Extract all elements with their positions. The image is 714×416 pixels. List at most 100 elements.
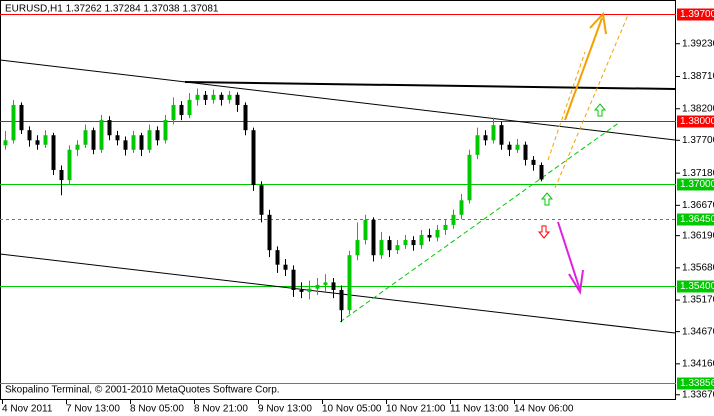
candle-body xyxy=(323,282,328,285)
candle-body xyxy=(147,130,152,150)
candle-body xyxy=(67,149,72,181)
candle-body xyxy=(83,130,88,145)
level-label: 1.36450 xyxy=(680,214,714,225)
trend-line xyxy=(0,59,676,141)
candle-body xyxy=(195,94,200,100)
candle-body xyxy=(179,104,184,116)
candle-body xyxy=(203,94,208,100)
y-tick-label: 1.38710 xyxy=(682,71,714,82)
candle-body xyxy=(387,240,392,251)
candle-body xyxy=(75,144,80,150)
x-tick-label: 7 Nov 13:00 xyxy=(66,404,120,415)
y-tick-label: 1.38200 xyxy=(682,103,714,114)
forecast-arrow xyxy=(557,221,581,291)
x-tick-label: 4 Nov 2011 xyxy=(2,404,53,415)
candle-body xyxy=(355,240,360,256)
candle-body xyxy=(523,144,528,160)
x-tick-label: 11 Nov 13:00 xyxy=(450,404,509,415)
candle-body xyxy=(27,130,32,141)
candle-body xyxy=(227,94,232,100)
candle-body xyxy=(59,169,64,181)
candle-body xyxy=(123,140,128,150)
x-tick-label: 14 Nov 06:00 xyxy=(514,404,574,415)
candle-body xyxy=(435,229,440,238)
forecast-channel xyxy=(547,51,586,161)
y-tick-label: 1.34160 xyxy=(682,358,714,369)
candle-body xyxy=(347,255,352,311)
candle-body xyxy=(3,140,8,146)
level-label: 1.33856 xyxy=(680,378,714,389)
candle-body xyxy=(283,264,288,270)
candle-body xyxy=(331,282,336,290)
candle-body xyxy=(163,120,168,141)
forecast-channel xyxy=(554,14,629,189)
level-label-box xyxy=(677,377,714,390)
y-tick-label: 1.36670 xyxy=(682,200,714,211)
trend-line xyxy=(339,121,621,323)
y-tick-label: 1.35170 xyxy=(682,295,714,306)
candle-body xyxy=(427,235,432,238)
candle-body xyxy=(91,130,96,150)
y-tick-label: 1.35680 xyxy=(682,262,714,273)
buy-signal xyxy=(593,103,607,117)
x-tick-label: 9 Nov 13:00 xyxy=(258,404,312,415)
trend-line xyxy=(0,253,676,334)
candle-body xyxy=(35,140,40,145)
candle-body xyxy=(131,135,136,150)
candle-body xyxy=(307,288,312,292)
y-tick-label: 1.36190 xyxy=(682,230,714,241)
candle-body xyxy=(499,125,504,145)
candle-body xyxy=(371,219,376,256)
trend-line xyxy=(184,81,676,90)
candle-body xyxy=(19,104,24,131)
candle-body xyxy=(419,235,424,246)
candle-body xyxy=(275,250,280,265)
candle-body xyxy=(459,200,464,215)
sell-signal xyxy=(537,225,551,239)
y-tick-label: 1.37180 xyxy=(682,168,714,179)
candle-body xyxy=(235,94,240,105)
candle-body xyxy=(11,104,16,141)
level-label-box xyxy=(677,178,714,191)
candle-body xyxy=(115,135,120,141)
candle-body xyxy=(379,240,384,256)
candle-body xyxy=(411,240,416,246)
candle-body xyxy=(515,144,520,150)
candle-body xyxy=(171,104,176,121)
x-tick-label: 8 Nov 21:00 xyxy=(194,404,248,415)
candle-body xyxy=(43,135,48,145)
candle-body xyxy=(507,144,512,150)
arrow-head xyxy=(568,269,584,295)
level-label-box xyxy=(677,115,714,128)
candle-body xyxy=(187,99,192,116)
candle-body xyxy=(467,154,472,201)
candle-body xyxy=(483,135,488,141)
candle-body xyxy=(451,214,456,225)
level-label: 1.35400 xyxy=(680,281,714,292)
candle-body xyxy=(339,289,344,311)
candle-body xyxy=(219,94,224,100)
candle-body xyxy=(363,219,368,241)
level-label-box xyxy=(677,280,714,293)
candle-body xyxy=(443,224,448,230)
candle-body xyxy=(267,214,272,251)
candle-body xyxy=(259,185,264,215)
forecast-arrow xyxy=(564,17,603,121)
candle-body xyxy=(243,104,248,131)
candle-body xyxy=(107,120,112,136)
level-label-box xyxy=(677,213,714,226)
candle-body xyxy=(395,245,400,251)
candle-body xyxy=(139,135,144,150)
level-label-box xyxy=(677,8,714,21)
candle-body xyxy=(299,289,304,292)
level-label: 1.37000 xyxy=(680,179,714,190)
x-tick-label: 8 Nov 05:00 xyxy=(130,404,184,415)
plot-frame xyxy=(0,0,676,400)
arrow-head xyxy=(589,11,607,35)
y-tick-label: 1.37700 xyxy=(682,135,714,146)
candle-body xyxy=(155,130,160,141)
chart-title: EURUSD,H1 1.37262 1.37284 1.37038 1.3708… xyxy=(5,4,219,15)
level-label: 1.39700 xyxy=(680,9,714,20)
y-tick-label: 1.33670 xyxy=(682,389,714,400)
